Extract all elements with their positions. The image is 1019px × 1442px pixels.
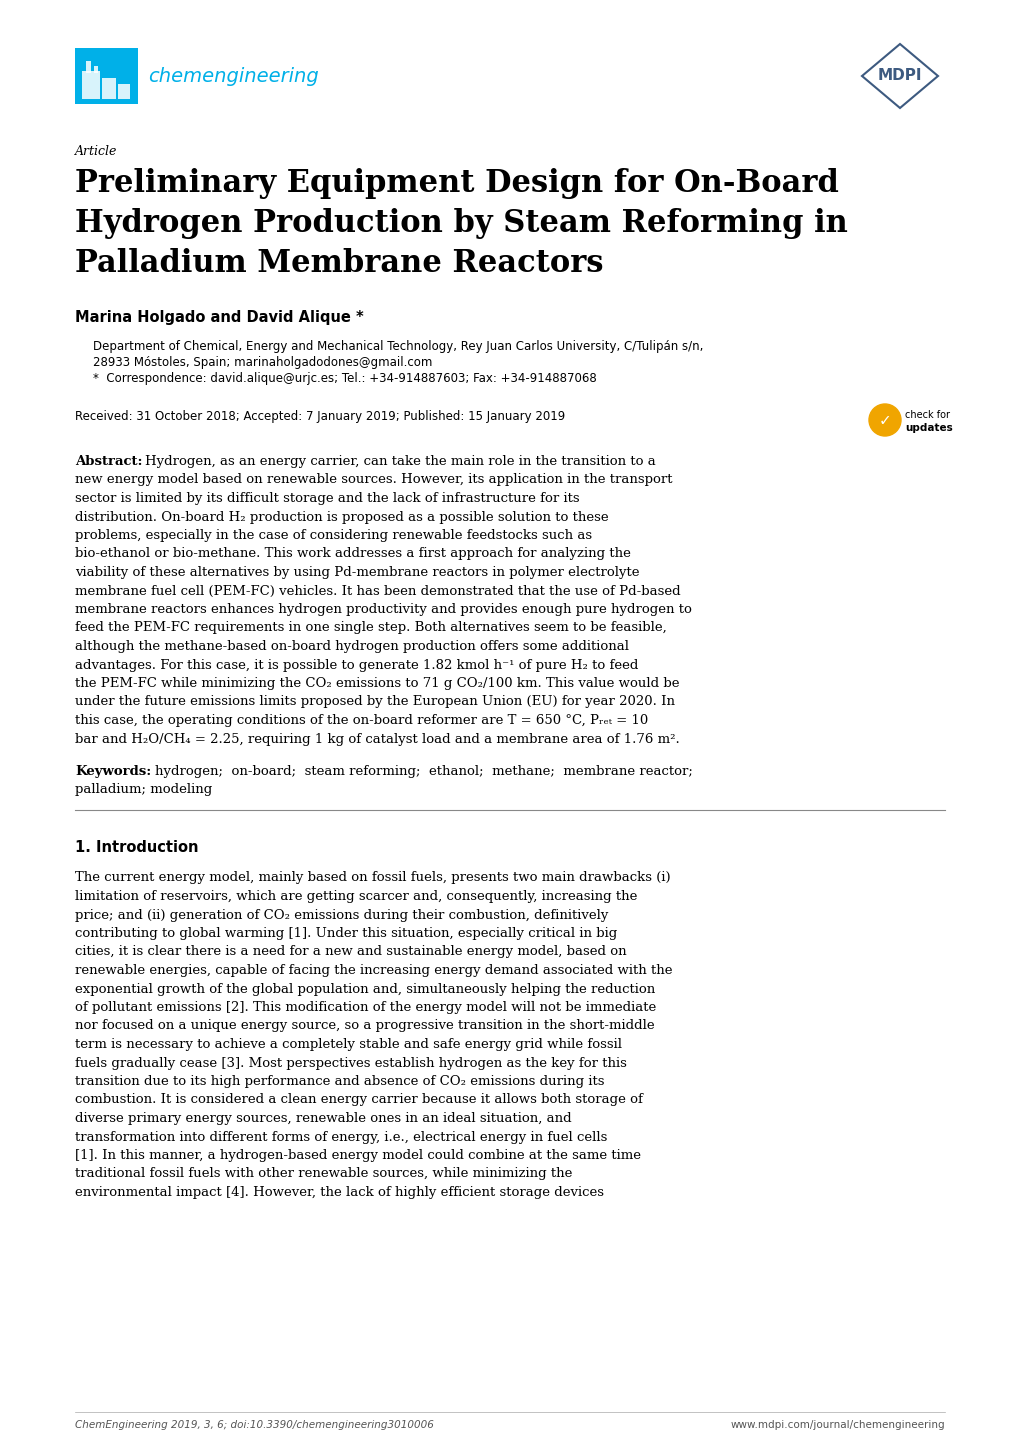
Text: Palladium Membrane Reactors: Palladium Membrane Reactors xyxy=(75,248,603,278)
Text: [1]. In this manner, a hydrogen-based energy model could combine at the same tim: [1]. In this manner, a hydrogen-based en… xyxy=(75,1149,640,1162)
Text: Marina Holgado and David Alique *: Marina Holgado and David Alique * xyxy=(75,310,364,324)
Text: Preliminary Equipment Design for On-Board: Preliminary Equipment Design for On-Boar… xyxy=(75,169,838,199)
Text: term is necessary to achieve a completely stable and safe energy grid while foss: term is necessary to achieve a completel… xyxy=(75,1038,622,1051)
Text: although the methane-based on-board hydrogen production offers some additional: although the methane-based on-board hydr… xyxy=(75,640,629,653)
Text: under the future emissions limits proposed by the European Union (EU) for year 2: under the future emissions limits propos… xyxy=(75,695,675,708)
Text: price; and (ii) generation of CO₂ emissions during their combustion, definitivel: price; and (ii) generation of CO₂ emissi… xyxy=(75,908,607,921)
Text: viability of these alternatives by using Pd-membrane reactors in polymer electro: viability of these alternatives by using… xyxy=(75,567,639,580)
Text: contributing to global warming [1]. Under this situation, especially critical in: contributing to global warming [1]. Unde… xyxy=(75,927,616,940)
Bar xyxy=(118,84,129,99)
Text: sector is limited by its difficult storage and the lack of infrastructure for it: sector is limited by its difficult stora… xyxy=(75,492,579,505)
Text: 1. Introduction: 1. Introduction xyxy=(75,839,199,855)
Text: nor focused on a unique energy source, so a progressive transition in the short-: nor focused on a unique energy source, s… xyxy=(75,1019,654,1032)
Text: distribution. On-board H₂ production is proposed as a possible solution to these: distribution. On-board H₂ production is … xyxy=(75,510,608,523)
Text: this case, the operating conditions of the on-board reformer are T = 650 °C, Pᵣₑ: this case, the operating conditions of t… xyxy=(75,714,648,727)
Bar xyxy=(94,66,98,74)
Text: The current energy model, mainly based on fossil fuels, presents two main drawba: The current energy model, mainly based o… xyxy=(75,871,669,884)
Text: Hydrogen, as an energy carrier, can take the main role in the transition to a: Hydrogen, as an energy carrier, can take… xyxy=(145,456,655,469)
Text: new energy model based on renewable sources. However, its application in the tra: new energy model based on renewable sour… xyxy=(75,473,672,486)
Text: feed the PEM-FC requirements in one single step. Both alternatives seem to be fe: feed the PEM-FC requirements in one sing… xyxy=(75,622,666,634)
Text: diverse primary energy sources, renewable ones in an ideal situation, and: diverse primary energy sources, renewabl… xyxy=(75,1112,571,1125)
Bar xyxy=(82,71,100,99)
Text: renewable energies, capable of facing the increasing energy demand associated wi: renewable energies, capable of facing th… xyxy=(75,965,672,978)
Text: cities, it is clear there is a need for a new and sustainable energy model, base: cities, it is clear there is a need for … xyxy=(75,946,626,959)
Text: limitation of reservoirs, which are getting scarcer and, consequently, increasin: limitation of reservoirs, which are gett… xyxy=(75,890,637,903)
Text: 28933 Móstoles, Spain; marinaholgadodones@gmail.com: 28933 Móstoles, Spain; marinaholgadodone… xyxy=(93,356,432,369)
Text: Hydrogen Production by Steam Reforming in: Hydrogen Production by Steam Reforming i… xyxy=(75,208,847,239)
Text: of pollutant emissions [2]. This modification of the energy model will not be im: of pollutant emissions [2]. This modific… xyxy=(75,1001,655,1014)
Text: traditional fossil fuels with other renewable sources, while minimizing the: traditional fossil fuels with other rene… xyxy=(75,1168,572,1181)
Text: Article: Article xyxy=(75,146,117,159)
Text: palladium; modeling: palladium; modeling xyxy=(75,783,212,796)
Text: check for: check for xyxy=(904,410,949,420)
Circle shape xyxy=(868,404,900,435)
Bar xyxy=(86,61,91,74)
Text: fuels gradually cease [3]. Most perspectives establish hydrogen as the key for t: fuels gradually cease [3]. Most perspect… xyxy=(75,1057,627,1070)
Text: Received: 31 October 2018; Accepted: 7 January 2019; Published: 15 January 2019: Received: 31 October 2018; Accepted: 7 J… xyxy=(75,410,565,423)
Text: the PEM-FC while minimizing the CO₂ emissions to 71 g CO₂/100 km. This value wou: the PEM-FC while minimizing the CO₂ emis… xyxy=(75,676,679,691)
Text: ChemEngineering 2019, 3, 6; doi:10.3390/chemengineering3010006: ChemEngineering 2019, 3, 6; doi:10.3390/… xyxy=(75,1420,433,1430)
Text: membrane fuel cell (PEM-FC) vehicles. It has been demonstrated that the use of P: membrane fuel cell (PEM-FC) vehicles. It… xyxy=(75,584,680,597)
Text: exponential growth of the global population and, simultaneously helping the redu: exponential growth of the global populat… xyxy=(75,982,654,995)
Text: advantages. For this case, it is possible to generate 1.82 kmol h⁻¹ of pure H₂ t: advantages. For this case, it is possibl… xyxy=(75,659,638,672)
Text: *  Correspondence: david.alique@urjc.es; Tel.: +34-914887603; Fax: +34-914887068: * Correspondence: david.alique@urjc.es; … xyxy=(93,372,596,385)
Text: bar and H₂O/CH₄ = 2.25, requiring 1 kg of catalyst load and a membrane area of 1: bar and H₂O/CH₄ = 2.25, requiring 1 kg o… xyxy=(75,733,679,746)
Text: Keywords:: Keywords: xyxy=(75,766,151,779)
Text: www.mdpi.com/journal/chemengineering: www.mdpi.com/journal/chemengineering xyxy=(730,1420,944,1430)
Text: hydrogen;  on-board;  steam reforming;  ethanol;  methane;  membrane reactor;: hydrogen; on-board; steam reforming; eth… xyxy=(155,766,692,779)
FancyBboxPatch shape xyxy=(75,48,138,104)
Text: chemengineering: chemengineering xyxy=(148,66,319,85)
Bar xyxy=(102,78,116,99)
Text: Abstract:: Abstract: xyxy=(75,456,143,469)
Text: transformation into different forms of energy, i.e., electrical energy in fuel c: transformation into different forms of e… xyxy=(75,1131,606,1144)
Text: MDPI: MDPI xyxy=(877,69,921,84)
Text: membrane reactors enhances hydrogen productivity and provides enough pure hydrog: membrane reactors enhances hydrogen prod… xyxy=(75,603,691,616)
Text: problems, especially in the case of considering renewable feedstocks such as: problems, especially in the case of cons… xyxy=(75,529,592,542)
Text: updates: updates xyxy=(904,423,952,433)
Text: bio-ethanol or bio-methane. This work addresses a first approach for analyzing t: bio-ethanol or bio-methane. This work ad… xyxy=(75,548,631,561)
Text: ✓: ✓ xyxy=(877,414,891,428)
Text: transition due to its high performance and absence of CO₂ emissions during its: transition due to its high performance a… xyxy=(75,1074,604,1089)
Text: Department of Chemical, Energy and Mechanical Technology, Rey Juan Carlos Univer: Department of Chemical, Energy and Mecha… xyxy=(93,340,703,353)
Text: combustion. It is considered a clean energy carrier because it allows both stora: combustion. It is considered a clean ene… xyxy=(75,1093,642,1106)
Text: environmental impact [4]. However, the lack of highly efficient storage devices: environmental impact [4]. However, the l… xyxy=(75,1185,603,1198)
